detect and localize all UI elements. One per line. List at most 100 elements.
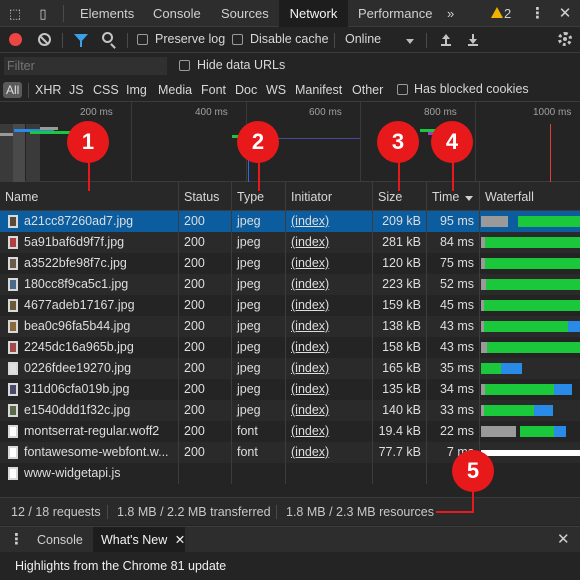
cell-initiator[interactable]: (index) — [286, 379, 373, 400]
column-header-waterfall[interactable]: Waterfall — [485, 190, 534, 204]
cell-initiator[interactable]: (index) — [286, 400, 373, 421]
tab-network[interactable]: Network — [279, 0, 348, 27]
overview-left-handle[interactable] — [13, 124, 25, 182]
record-icon[interactable] — [9, 33, 22, 46]
warning-icon[interactable] — [491, 7, 503, 18]
cell-initiator[interactable]: (index) — [286, 316, 373, 337]
filter-icon[interactable] — [74, 34, 88, 47]
table-row[interactable]: 2245dc16a965b.jpg 200 jpeg (index) 158 kB 43 … — [0, 337, 580, 358]
cell-time: 43 ms — [427, 316, 480, 337]
column-header-time[interactable]: Time — [427, 182, 480, 211]
cell-type: jpeg — [232, 295, 286, 316]
type-filter-font[interactable]: Font — [201, 83, 227, 97]
cell-name[interactable]: www-widgetapi.js — [0, 463, 179, 484]
blocked-cookies-label[interactable]: Has blocked cookies — [414, 82, 529, 96]
cell-initiator[interactable]: (index) — [286, 337, 373, 358]
type-filter-other[interactable]: Other — [352, 83, 384, 97]
table-row[interactable]: e1540ddd1f32c.jpg 200 jpeg (index) 140 kB 33 … — [0, 400, 580, 421]
chevron-down-icon[interactable] — [406, 39, 414, 44]
table-row[interactable]: 4677adeb17167.jpg 200 jpeg (index) 159 kB 45 … — [0, 295, 580, 316]
table-row[interactable]: 180cc8f9ca5c1.jpg 200 jpeg (index) 223 kB 52 … — [0, 274, 580, 295]
cell-name[interactable]: a21cc87260ad7.jpg — [0, 211, 179, 232]
column-header-type[interactable]: Type — [232, 182, 286, 211]
cell-initiator[interactable]: (index) — [286, 253, 373, 274]
tab-elements[interactable]: Elements — [80, 6, 135, 21]
preserve-log-checkbox[interactable] — [137, 34, 148, 45]
close-devtools-icon[interactable]: ✕ — [558, 5, 572, 22]
type-filter-css[interactable]: CSS — [93, 83, 119, 97]
type-filter-doc[interactable]: Doc — [235, 83, 258, 97]
drawer-tab-whats-new[interactable]: What's New ✕ — [93, 527, 185, 553]
cell-name[interactable]: 180cc8f9ca5c1.jpg — [0, 274, 179, 295]
throttling-select[interactable]: Online — [345, 32, 382, 46]
tab-sources[interactable]: Sources — [221, 6, 269, 21]
filter-input[interactable] — [4, 57, 167, 75]
cell-name[interactable]: 5a91baf6d9f7f.jpg — [0, 232, 179, 253]
file-icon — [8, 425, 18, 438]
table-row[interactable]: a3522bfe98f7c.jpg 200 jpeg (index) 120 kB 75 … — [0, 253, 580, 274]
drawer-tab-console[interactable]: Console — [37, 533, 83, 547]
cell-name[interactable]: a3522bfe98f7c.jpg — [0, 253, 179, 274]
import-har-icon[interactable] — [441, 34, 451, 46]
cell-initiator[interactable]: (index) — [286, 232, 373, 253]
disable-cache-checkbox[interactable] — [232, 34, 243, 45]
cell-name[interactable]: 0226fdee19270.jpg — [0, 358, 179, 379]
cell-initiator[interactable]: (index) — [286, 421, 373, 442]
cell-name[interactable]: bea0c96fa5b44.jpg — [0, 316, 179, 337]
cell-initiator[interactable]: (index) — [286, 211, 373, 232]
cell-name[interactable]: montserrat-regular.woff2 — [0, 421, 179, 442]
column-header-name[interactable]: Name — [0, 182, 179, 211]
disable-cache-label[interactable]: Disable cache — [250, 32, 329, 46]
cell-name[interactable]: fontawesome-webfont.w... — [0, 442, 179, 463]
table-row[interactable]: bea0c96fa5b44.jpg 200 jpeg (index) 138 kB 43 … — [0, 316, 580, 337]
search-icon[interactable] — [102, 32, 113, 43]
close-tab-icon[interactable]: ✕ — [174, 533, 186, 547]
cell-name[interactable]: 2245dc16a965b.jpg — [0, 337, 179, 358]
waterfall-bar — [481, 300, 484, 311]
clear-icon[interactable] — [38, 33, 51, 46]
table-row[interactable]: 311d06cfa019b.jpg 200 jpeg (index) 135 kB 34 … — [0, 379, 580, 400]
overview-dim-region — [0, 124, 13, 182]
cell-initiator[interactable] — [286, 463, 373, 484]
type-filter-js[interactable]: JS — [69, 83, 84, 97]
more-tabs-button[interactable]: » — [447, 6, 455, 21]
devtools-menu-icon[interactable]: ⋮ — [530, 5, 545, 22]
cell-initiator[interactable]: (index) — [286, 442, 373, 463]
type-filter-manifest[interactable]: Manifest — [295, 83, 343, 97]
tab-console[interactable]: Console — [153, 6, 201, 21]
type-filter-all[interactable]: All — [3, 82, 23, 98]
preserve-log-label[interactable]: Preserve log — [155, 32, 226, 46]
device-toolbar-icon[interactable]: ▯ — [39, 6, 47, 21]
table-row[interactable]: a21cc87260ad7.jpg 200 jpeg (index) 209 kB 95 … — [0, 211, 580, 232]
blocked-cookies-checkbox[interactable] — [397, 84, 408, 95]
waterfall-bar — [518, 216, 580, 227]
type-filter-ws[interactable]: WS — [266, 83, 287, 97]
type-filter-xhr[interactable]: XHR — [35, 83, 62, 97]
hide-data-urls-label[interactable]: Hide data URLs — [197, 58, 286, 72]
cell-name[interactable]: 311d06cfa019b.jpg — [0, 379, 179, 400]
table-row[interactable]: 0226fdee19270.jpg 200 jpeg (index) 165 kB 35 … — [0, 358, 580, 379]
cell-initiator[interactable]: (index) — [286, 295, 373, 316]
type-filter-img[interactable]: Img — [126, 83, 147, 97]
close-drawer-icon[interactable]: ✕ — [557, 531, 570, 548]
export-har-icon[interactable] — [468, 34, 478, 46]
table-row[interactable]: 5a91baf6d9f7f.jpg 200 jpeg (index) 281 kB 84 … — [0, 232, 580, 253]
drawer-menu-icon[interactable]: ⋮ — [9, 531, 24, 548]
cell-initiator[interactable]: (index) — [286, 274, 373, 295]
hide-data-urls-checkbox[interactable] — [179, 60, 190, 71]
warning-count[interactable]: 2 — [504, 6, 512, 21]
tab-performance[interactable]: Performance — [358, 6, 433, 21]
column-header-status[interactable]: Status — [179, 182, 232, 211]
table-row[interactable]: www-widgetapi.js — [0, 463, 580, 484]
cell-initiator[interactable]: (index) — [286, 358, 373, 379]
cell-name[interactable]: 4677adeb17167.jpg — [0, 295, 179, 316]
network-toolbar: Preserve log Disable cache Online — [0, 27, 580, 53]
column-header-size[interactable]: Size — [373, 182, 427, 211]
table-row[interactable]: montserrat-regular.woff2 200 font (index) 19… — [0, 421, 580, 442]
cell-name[interactable]: e1540ddd1f32c.jpg — [0, 400, 179, 421]
column-header-initiator[interactable]: Initiator — [286, 182, 373, 211]
table-row[interactable]: fontawesome-webfont.w... 200 font (index) 77… — [0, 442, 580, 463]
gear-icon[interactable] — [558, 32, 572, 46]
type-filter-media[interactable]: Media — [158, 83, 193, 97]
inspect-element-icon[interactable]: ⬚ — [8, 6, 22, 21]
